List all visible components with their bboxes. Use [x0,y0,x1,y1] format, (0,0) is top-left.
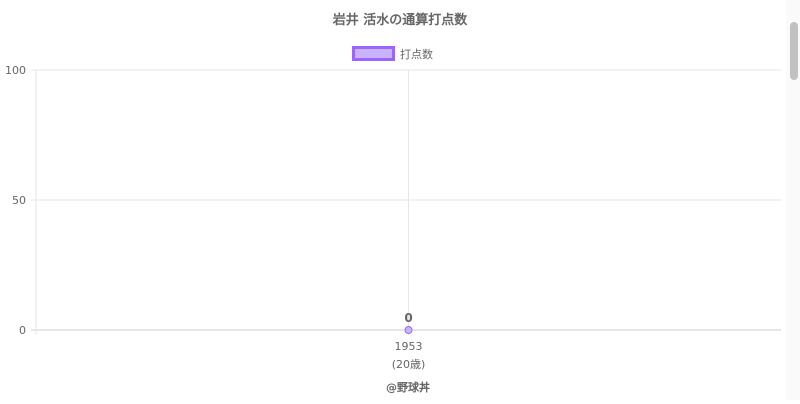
x-tick-label: 1953 [395,340,423,353]
data-point [404,326,413,334]
scrollbar[interactable] [786,0,800,400]
data-label: 0 [404,311,412,325]
y-tick-label: 0 [19,324,26,337]
y-tick-label: 100 [5,64,26,77]
legend-swatch [352,46,395,61]
scrollbar-thumb[interactable] [790,22,798,80]
credit: @野球丼 [386,380,430,394]
legend-label: 打点数 [400,47,433,61]
chart-title: 岩井 活水の通算打点数 [332,12,469,28]
y-tick-label: 50 [12,194,26,207]
legend[interactable]: 打点数 [352,46,434,61]
x-tick-sublabel: (20歳) [392,358,426,371]
